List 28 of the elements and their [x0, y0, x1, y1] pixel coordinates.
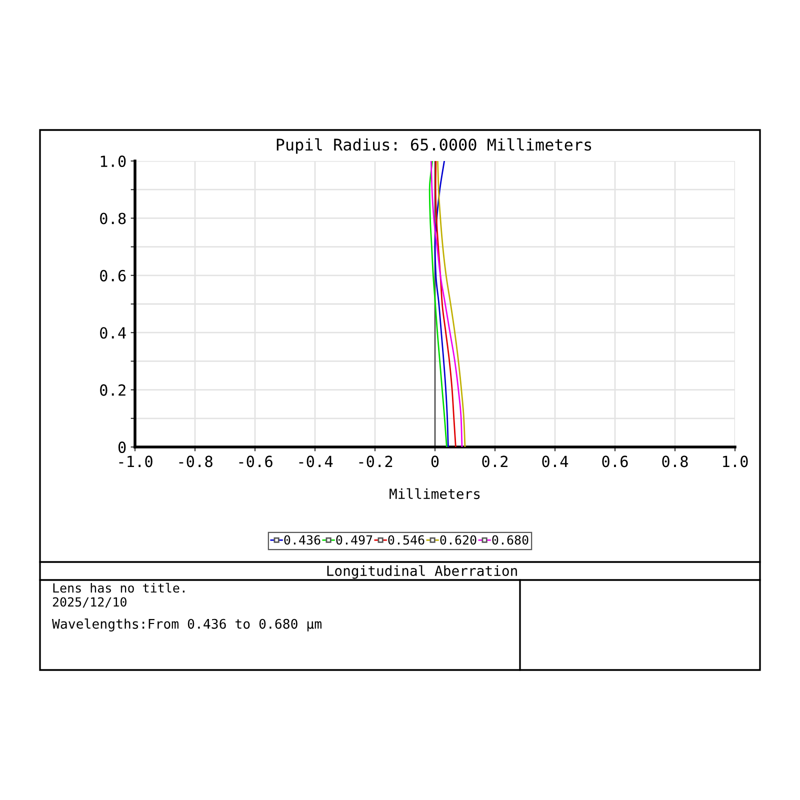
x-tick-label: -0.2: [359, 456, 392, 468]
x-tick-label: -1.0: [119, 456, 152, 468]
y-tick-label: 0.4: [100, 327, 126, 339]
y-tick-label: 0: [118, 442, 126, 454]
y-tick-label: 0.2: [100, 384, 126, 396]
x-tick-label: 0.2: [482, 456, 508, 468]
legend-label: 0.436: [284, 535, 320, 545]
x-tick-label: -0.4: [299, 456, 333, 468]
x-axis-title: Millimeters: [390, 488, 480, 500]
text: Lens has no title.: [53, 582, 184, 593]
legend-label: 0.546: [388, 535, 424, 545]
chart-subtitle: Pupil Radius: 65.0000 Millimeters: [276, 138, 592, 154]
x-tick-label: -0.8: [179, 456, 212, 468]
x-tick-label: 0.6: [602, 456, 628, 468]
text: 2025/12/10: [52, 597, 126, 608]
legend-label: 0.680: [492, 535, 528, 545]
x-tick-label: -0.6: [239, 456, 272, 468]
x-tick-label: 1.0: [723, 456, 748, 468]
y-tick-label: 1.0: [100, 156, 126, 168]
y-tick-label: 0.6: [100, 270, 126, 282]
legend-label: 0.497: [336, 535, 372, 545]
y-tick-label: 0.8: [100, 212, 126, 224]
legend-label: 0.620: [440, 535, 476, 545]
x-tick-label: 0: [431, 456, 439, 468]
text: Longitudinal Aberration: [327, 565, 517, 579]
text: Wavelengths:From 0.436 to 0.680 µm: [52, 618, 322, 632]
x-tick-label: 0.8: [662, 456, 688, 468]
x-tick-label: 0.4: [542, 456, 568, 468]
